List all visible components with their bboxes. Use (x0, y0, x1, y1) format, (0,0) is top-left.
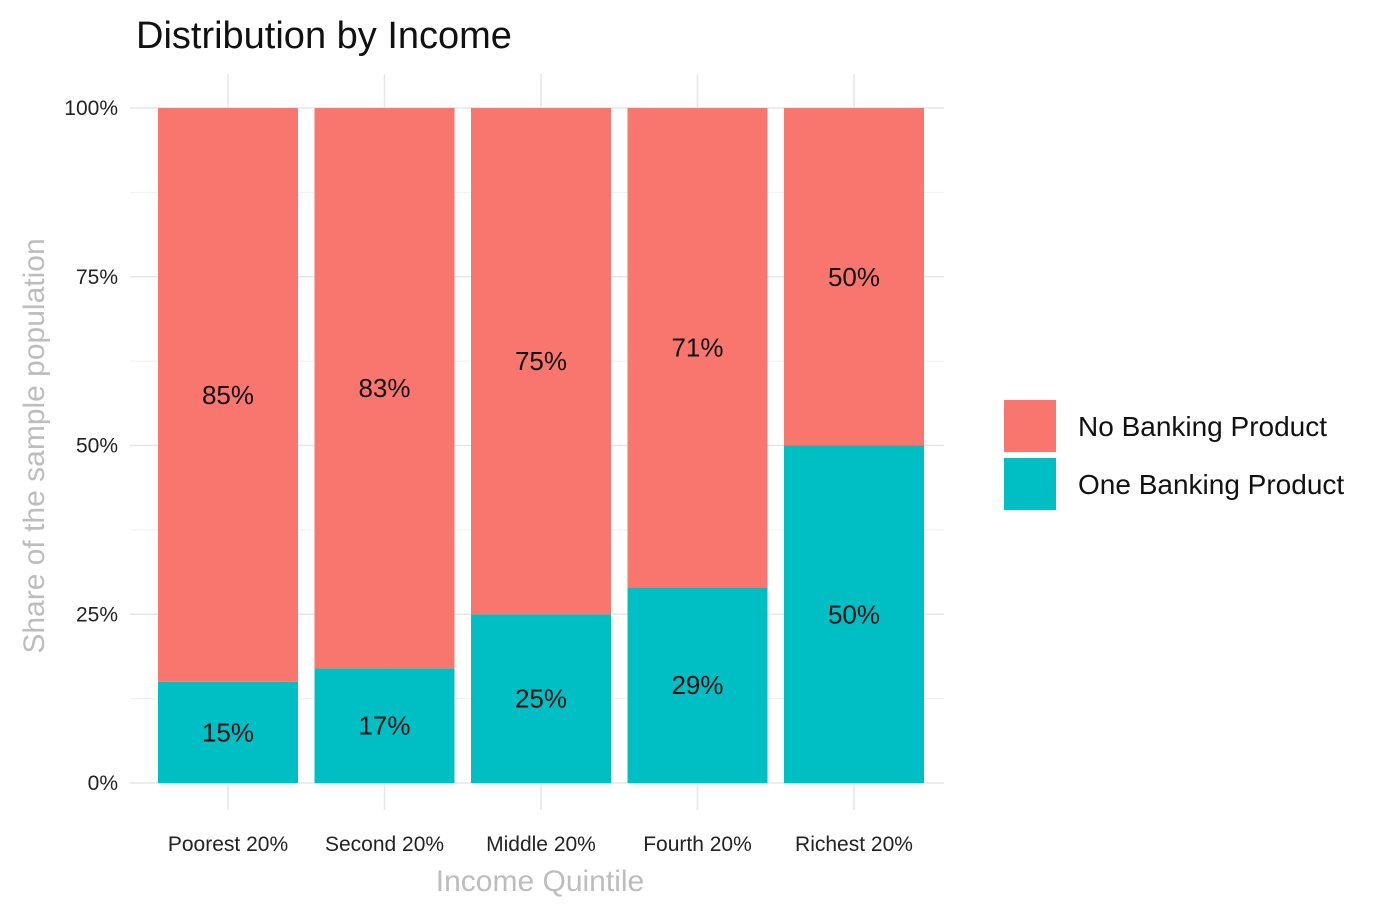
data-label: 75% (515, 346, 567, 376)
legend-label: One Banking Product (1078, 469, 1344, 500)
data-label: 25% (515, 684, 567, 714)
data-label: 17% (358, 711, 410, 741)
x-axis-ticks: Poorest 20% Second 20% Middle 20% Fourth 20… (168, 833, 913, 856)
data-label: 29% (671, 670, 723, 700)
y-tick-label: 50% (76, 435, 118, 458)
bar-one-banking-product (314, 668, 455, 783)
y-tick-label: 75% (76, 266, 118, 289)
data-labels-group: 15% 85% 17% 83% 25% 75% 29% 71% 50% 50% (202, 262, 880, 748)
bar-one-banking-product (471, 614, 611, 783)
bar-one-banking-product (627, 587, 768, 783)
data-label: 15% (202, 717, 254, 747)
bars-group (158, 108, 924, 783)
x-tick-label: Richest 20% (795, 833, 913, 856)
legend-label: No Banking Product (1078, 411, 1327, 442)
y-tick-label: 0% (88, 772, 118, 795)
bar-no-banking-product (784, 108, 924, 446)
x-axis-title: Income Quintile (436, 865, 644, 898)
x-tick-label: Middle 20% (486, 833, 596, 856)
data-label: 50% (828, 599, 880, 629)
bar-no-banking-product (314, 108, 455, 669)
data-label: 71% (671, 333, 723, 363)
legend-swatch (1004, 458, 1056, 510)
bar-one-banking-product (158, 681, 298, 783)
data-label: 85% (202, 380, 254, 410)
bar-no-banking-product (158, 108, 298, 682)
legend-swatch (1004, 400, 1056, 452)
bar-no-banking-product (627, 108, 768, 588)
y-axis-ticks: 0% 25% 50% 75% 100% (64, 97, 118, 795)
x-tick-label: Second 20% (325, 833, 444, 856)
bar-no-banking-product (471, 108, 611, 615)
y-axis-title: Share of the sample population (18, 238, 51, 653)
y-tick-label: 25% (76, 603, 118, 626)
x-tick-label: Fourth 20% (643, 833, 752, 856)
legend: No Banking Product One Banking Product (1004, 400, 1344, 510)
data-label: 83% (358, 373, 410, 403)
data-label: 50% (828, 262, 880, 292)
x-tick-label: Poorest 20% (168, 833, 288, 856)
chart-title: Distribution by Income (136, 15, 512, 57)
y-tick-label: 100% (64, 97, 118, 120)
bar-one-banking-product (784, 445, 924, 783)
